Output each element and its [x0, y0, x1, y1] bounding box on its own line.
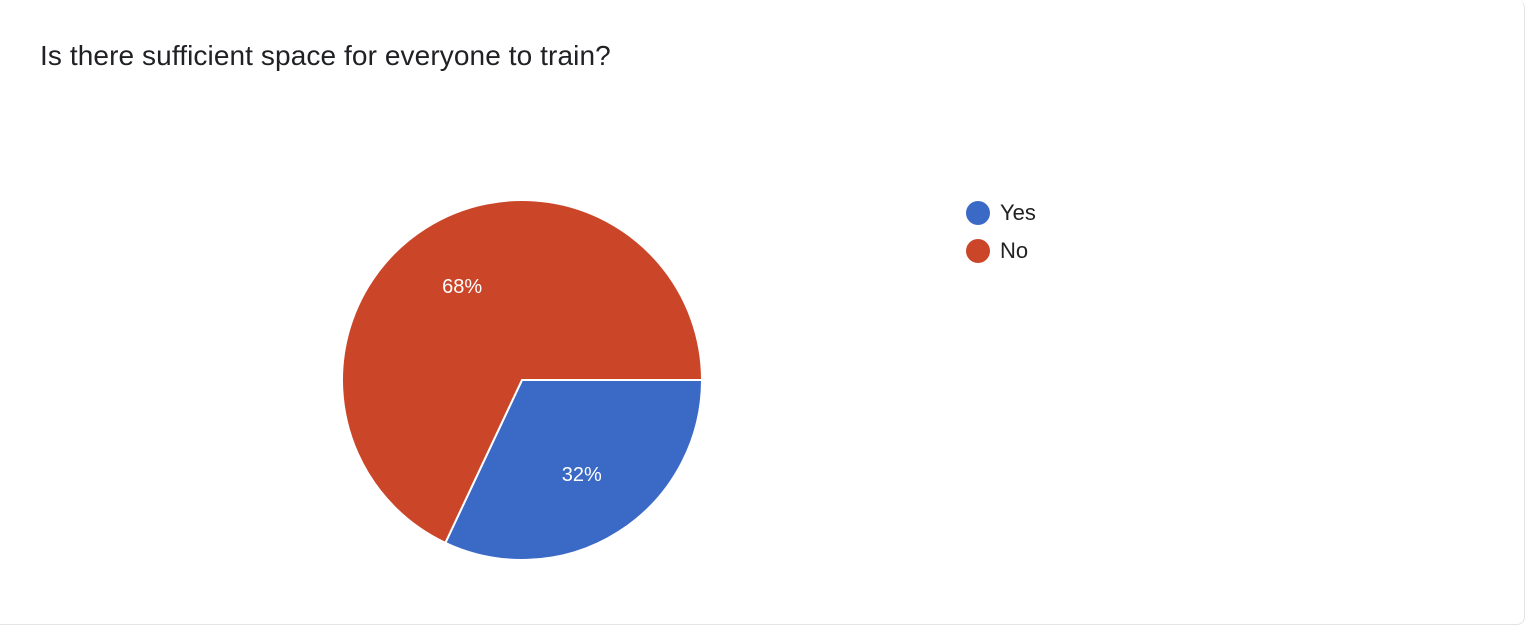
pie-label-yes: 32%: [562, 464, 602, 486]
legend-item-yes: Yes: [966, 200, 1036, 226]
pie-slice-yes: [444, 379, 704, 561]
legend-item-no: No: [966, 238, 1028, 264]
legend-swatch-yes: [966, 201, 990, 225]
pie-label-no: 68%: [442, 276, 482, 298]
legend-label-no: No: [1000, 238, 1029, 263]
legend-label-yes: Yes: [1000, 200, 1036, 225]
chart-title: Is there sufficient space for everyone t…: [40, 40, 611, 71]
legend-swatch-no: [966, 239, 990, 263]
pie-slice-no: [341, 199, 704, 545]
